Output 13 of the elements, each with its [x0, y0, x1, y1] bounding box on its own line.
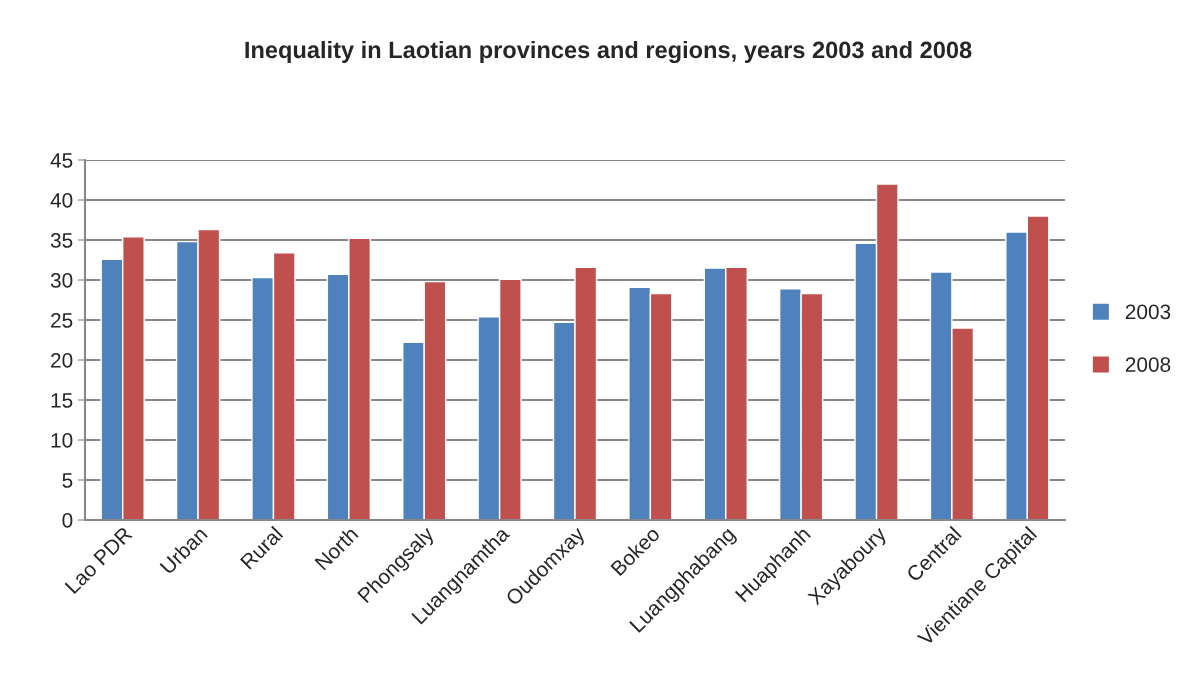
chart-title: Inequality in Laotian provinces and regions, years 2003 and 2008 [245, 40, 972, 64]
y-tick-label: 5 [62, 473, 73, 488]
y-tick-label: 20 [51, 353, 73, 368]
legend-label: 2008 [1125, 357, 1171, 372]
y-tick-label: 30 [50, 273, 73, 288]
y-tick-label: 0 [62, 513, 73, 528]
legend-label: 2003 [1125, 304, 1171, 320]
y-tick-label: 40 [50, 193, 73, 208]
y-tick-label: 45 [50, 153, 73, 168]
y-tick-label: 35 [50, 233, 73, 248]
y-tick-label: 15 [51, 393, 73, 408]
y-tick-label: 10 [51, 433, 73, 448]
y-tick-label: 25 [51, 313, 73, 328]
